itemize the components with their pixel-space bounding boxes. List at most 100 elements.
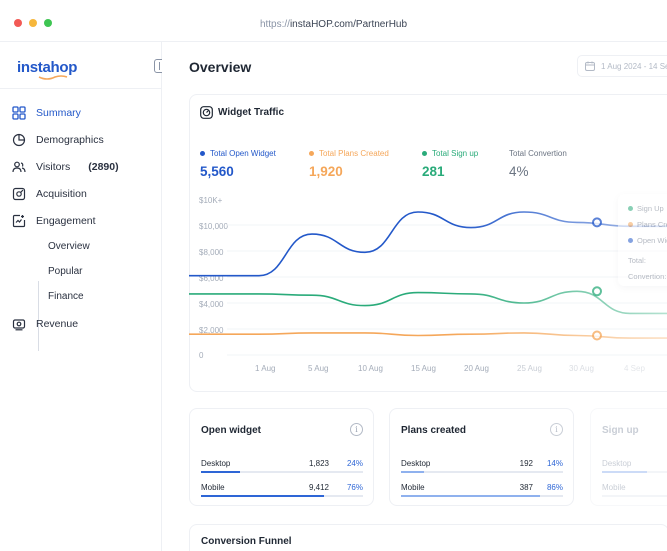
series-dot (422, 151, 427, 156)
tooltip-open: Open Widget (628, 236, 667, 245)
sidebar-subitem-finance[interactable]: Finance (48, 291, 84, 302)
y-tick-label: $8,000 (199, 248, 224, 257)
series-dot (200, 151, 205, 156)
mobile-progress-track (201, 495, 363, 497)
desktop-progress-bar (201, 471, 240, 473)
page-title: Overview (189, 59, 252, 75)
y-tick-label: $10K+ (199, 196, 223, 205)
sidebar-item-label: Visitors (36, 161, 71, 173)
open-widget-card: Open widget i Desktop 1,823 24% Mobile 9… (189, 408, 374, 506)
chart-series (189, 211, 667, 341)
users-icon (12, 161, 26, 173)
desktop-progress-bar (602, 471, 647, 473)
stat-open-widget-label: Total Open Widget (200, 149, 276, 158)
main-content: Overview 1 Aug 2024 - 14 Sep Widget Traf… (162, 42, 667, 551)
sidebar-item-engagement[interactable]: Engagement (12, 214, 96, 228)
y-tick-label: $6,000 (199, 274, 224, 283)
sign-up-card: Sign up Desktop Mobile (590, 408, 667, 506)
address-bar[interactable]: https://instaHOP.com/PartnerHub (0, 19, 667, 30)
close-window-button[interactable] (14, 19, 22, 27)
row-value: 9,412 (308, 483, 329, 492)
info-icon[interactable]: i (350, 423, 363, 436)
sidebar-item-label: Summary (36, 107, 81, 119)
tooltip-label: Open Widget (637, 236, 667, 245)
stat-sign-up-value: 281 (422, 164, 445, 179)
row-value: 192 (519, 459, 533, 468)
sidebar-item-summary[interactable]: Summary (12, 106, 81, 120)
stat-label-text: Total Sign up (432, 149, 479, 158)
pie-chart-icon (12, 133, 26, 147)
card-title: Conversion Funnel (201, 536, 292, 547)
x-tick-label: 25 Aug (517, 364, 542, 373)
series-marker (592, 330, 602, 341)
stat-open-widget-value: 5,560 (200, 164, 234, 179)
row-percent: 14% (546, 459, 563, 468)
visitors-count: (2890) (88, 161, 119, 173)
y-tick-label: $10,000 (199, 222, 228, 231)
series-marker (592, 286, 602, 297)
card-title: Open widget (201, 425, 261, 436)
desktop-progress-bar (401, 471, 424, 473)
row-value: 387 (519, 483, 533, 492)
submenu-line (38, 281, 39, 351)
widget-traffic-card (189, 94, 667, 392)
gauge-icon (200, 106, 213, 119)
row-value: 1,823 (308, 459, 329, 468)
window-controls (14, 19, 52, 27)
mobile-progress-track (401, 495, 563, 497)
stat-label-text: Total Convertion (509, 149, 567, 158)
series-dot (309, 151, 314, 156)
info-icon[interactable]: i (550, 423, 563, 436)
row-percent: 76% (346, 483, 363, 492)
y-tick-label: 0 (199, 351, 204, 360)
conversion-funnel-card: Conversion Funnel (189, 524, 667, 551)
sidebar-item-acquisition[interactable]: Acquisition (12, 187, 87, 201)
series-dot (628, 222, 633, 227)
stat-conversion-label: Total Convertion (509, 149, 567, 158)
stat-plans-created-value: 1,920 (309, 164, 343, 179)
row-label: Desktop (201, 459, 231, 468)
stat-conversion-value: 4% (509, 164, 529, 179)
x-tick-label: 1 Aug (255, 364, 276, 373)
tooltip-label: Sign Up (637, 204, 664, 213)
row-label: Desktop (401, 459, 431, 468)
row-percent: 86% (546, 483, 563, 492)
revenue-icon (12, 319, 26, 331)
stat-label-text: Total Open Widget (210, 149, 276, 158)
sidebar: instahop Summary Demographics Visitors (… (0, 42, 168, 551)
tooltip-sign-up: Sign Up (628, 204, 664, 213)
desktop-progress-track (201, 471, 363, 473)
desktop-progress-track (602, 471, 667, 473)
x-tick-label: 15 Aug (411, 364, 436, 373)
traffic-line-chart (189, 211, 667, 356)
series-dot (628, 238, 633, 243)
stat-label-text: Total Plans Created (319, 149, 389, 158)
x-tick-label: 30 Aug (569, 364, 594, 373)
row-label: Mobile (401, 483, 425, 492)
date-range-picker[interactable]: 1 Aug 2024 - 14 Sep (577, 55, 667, 77)
mobile-progress-bar (401, 495, 541, 497)
row-label: Mobile (201, 483, 225, 492)
instahop-logo[interactable]: instahop (17, 59, 78, 76)
minimize-window-button[interactable] (29, 19, 37, 27)
browser-titlebar: https://instaHOP.com/PartnerHub (0, 0, 667, 42)
card-title: Plans created (401, 425, 467, 436)
sidebar-subitem-overview[interactable]: Overview (48, 241, 90, 252)
logo-swoosh-icon (38, 75, 68, 80)
date-range-text: 1 Aug 2024 - 14 Sep (601, 62, 667, 71)
desktop-progress-track (401, 471, 563, 473)
x-tick-label: 4 Sep (624, 364, 645, 373)
sidebar-item-visitors[interactable]: Visitors (2890) (12, 160, 119, 174)
widget-traffic-title: Widget Traffic (218, 107, 285, 118)
sidebar-item-demographics[interactable]: Demographics (12, 133, 104, 147)
sidebar-divider (0, 88, 161, 89)
y-tick-label: $4,000 (199, 300, 224, 309)
maximize-window-button[interactable] (44, 19, 52, 27)
sidebar-item-revenue[interactable]: Revenue (12, 317, 78, 331)
plans-created-card: Plans created i Desktop 192 14% Mobile 3… (389, 408, 574, 506)
sidebar-subitem-popular[interactable]: Popular (48, 266, 83, 277)
url-host: instaHOP.com/PartnerHub (289, 19, 408, 30)
x-tick-label: 5 Aug (308, 364, 329, 373)
stat-sign-up-label: Total Sign up (422, 149, 478, 158)
series-line-sign-up (189, 290, 667, 315)
